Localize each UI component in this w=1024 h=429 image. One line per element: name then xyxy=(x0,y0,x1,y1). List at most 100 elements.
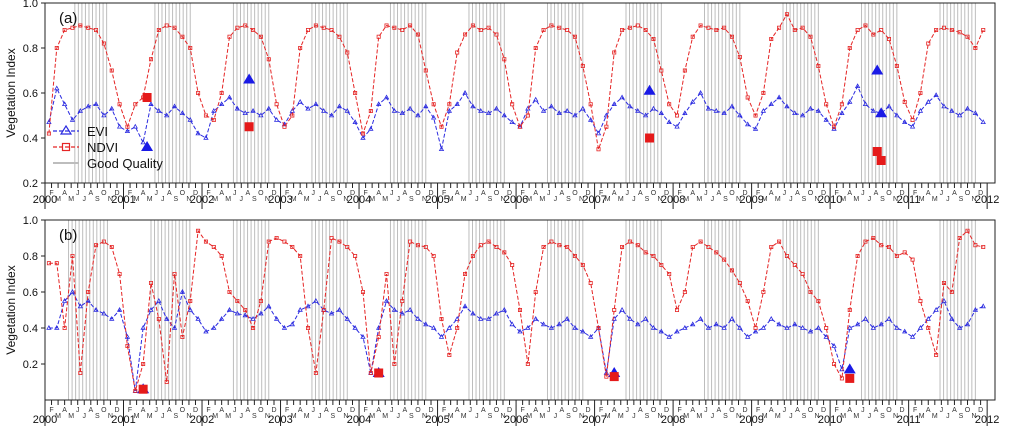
evi-point xyxy=(697,315,704,321)
month-label: N xyxy=(108,413,113,420)
month-label: O xyxy=(965,407,971,414)
ndvi-point xyxy=(133,388,138,393)
evi-point xyxy=(745,333,751,339)
ndvi-point xyxy=(926,41,931,46)
month-label: J xyxy=(861,407,865,414)
ndvi-point xyxy=(117,102,122,107)
evi-point xyxy=(564,315,570,321)
month-label: F xyxy=(835,190,839,197)
evi-point xyxy=(54,324,60,330)
month-label: M xyxy=(68,196,74,203)
ndvi-point xyxy=(141,361,146,366)
month-label: A xyxy=(376,190,381,197)
month-label: S xyxy=(488,196,493,203)
month-label: N xyxy=(343,413,348,420)
month-label: M xyxy=(55,196,61,203)
month-label: D xyxy=(586,190,591,197)
ndvi-point xyxy=(431,102,436,107)
evi-point xyxy=(328,310,335,316)
ndvi-point xyxy=(604,124,609,129)
evi-point xyxy=(517,328,523,334)
ndvi-point xyxy=(101,41,106,46)
ndvi-point xyxy=(298,253,303,258)
month-label: J xyxy=(161,196,165,203)
month-label: F xyxy=(285,407,289,414)
evi-point xyxy=(266,303,272,309)
month-label: A xyxy=(795,190,800,197)
month-label: M xyxy=(526,413,532,420)
evi-point xyxy=(713,107,719,113)
ndvi-point xyxy=(439,124,444,129)
ndvi-point xyxy=(266,57,271,62)
month-label: O xyxy=(494,407,500,414)
ndvi-point xyxy=(46,261,51,266)
year-label: 2010 xyxy=(818,194,842,206)
ndvi-point xyxy=(706,244,711,249)
evi-point xyxy=(792,110,798,116)
evi-point xyxy=(226,94,233,100)
month-label: J xyxy=(475,413,479,420)
highlight-points xyxy=(137,363,856,394)
month-label: F xyxy=(756,407,760,414)
evi-point xyxy=(752,328,759,334)
ndvi-highlight-point xyxy=(138,384,148,394)
ndvi-point xyxy=(541,244,546,249)
ndvi-point xyxy=(777,25,782,30)
ndvi-point xyxy=(196,91,201,96)
month-label: N xyxy=(972,413,977,420)
ndvi-point xyxy=(784,253,789,258)
evi-point xyxy=(650,105,657,111)
y-tick-label: 1.0 xyxy=(23,215,38,227)
ndvi-point xyxy=(965,34,970,39)
month-label: M xyxy=(853,413,859,420)
ndvi-point xyxy=(423,244,428,249)
month-label: D xyxy=(114,190,119,197)
month-label: M xyxy=(225,196,231,203)
evi-point xyxy=(729,103,735,109)
month-label: A xyxy=(455,190,460,197)
evi-point xyxy=(635,321,641,327)
ndvi-point xyxy=(565,244,570,249)
evi-point xyxy=(250,315,256,321)
evi-point xyxy=(611,101,617,107)
evi-point xyxy=(917,107,924,113)
month-label: N xyxy=(657,196,662,203)
month-label: J xyxy=(783,407,787,414)
month-label: A xyxy=(403,407,408,414)
evi-point xyxy=(407,105,413,111)
month-label: S xyxy=(252,196,257,203)
month-label: F xyxy=(363,407,367,414)
month-label: M xyxy=(919,196,925,203)
evi-point xyxy=(674,328,680,334)
evi-point xyxy=(674,123,680,129)
ndvi-point xyxy=(494,244,499,249)
ndvi-line xyxy=(48,229,984,392)
ndvi-point xyxy=(698,239,703,244)
month-label: S xyxy=(252,413,257,420)
evi-point xyxy=(509,321,515,327)
month-label: S xyxy=(95,196,100,203)
month-label: M xyxy=(291,196,297,203)
evi-point xyxy=(109,315,115,321)
ndvi-point xyxy=(463,32,468,37)
month-label: F xyxy=(599,190,603,197)
month-label: F xyxy=(206,190,210,197)
month-label: M xyxy=(618,413,624,420)
month-label: J xyxy=(318,196,322,203)
ndvi-point xyxy=(753,325,758,330)
ndvi-point xyxy=(313,23,318,28)
month-label: F xyxy=(756,190,760,197)
ndvi-point xyxy=(572,34,577,39)
ndvi-point xyxy=(86,289,91,294)
evi-point xyxy=(218,101,225,107)
evi-point xyxy=(46,324,52,330)
month-label: O xyxy=(337,407,343,414)
evi-point xyxy=(533,315,539,321)
evi-highlight-point xyxy=(243,73,256,84)
evi-point xyxy=(792,321,798,327)
month-label: D xyxy=(743,190,748,197)
evi-point xyxy=(666,119,672,125)
ndvi-point xyxy=(792,262,797,267)
legend-label: NDVI xyxy=(87,140,118,155)
evi-point xyxy=(949,107,955,113)
